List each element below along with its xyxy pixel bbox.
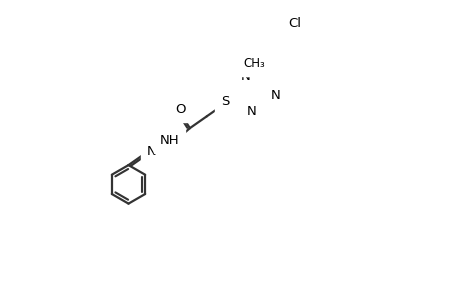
Text: N: N xyxy=(270,88,280,101)
Text: CH₃: CH₃ xyxy=(243,57,265,70)
Text: O: O xyxy=(174,103,185,116)
Text: S: S xyxy=(220,95,229,108)
Text: N: N xyxy=(246,106,256,118)
Text: N: N xyxy=(146,145,156,158)
Text: Cl: Cl xyxy=(288,17,301,30)
Text: NH: NH xyxy=(159,134,179,147)
Text: N: N xyxy=(240,70,250,83)
